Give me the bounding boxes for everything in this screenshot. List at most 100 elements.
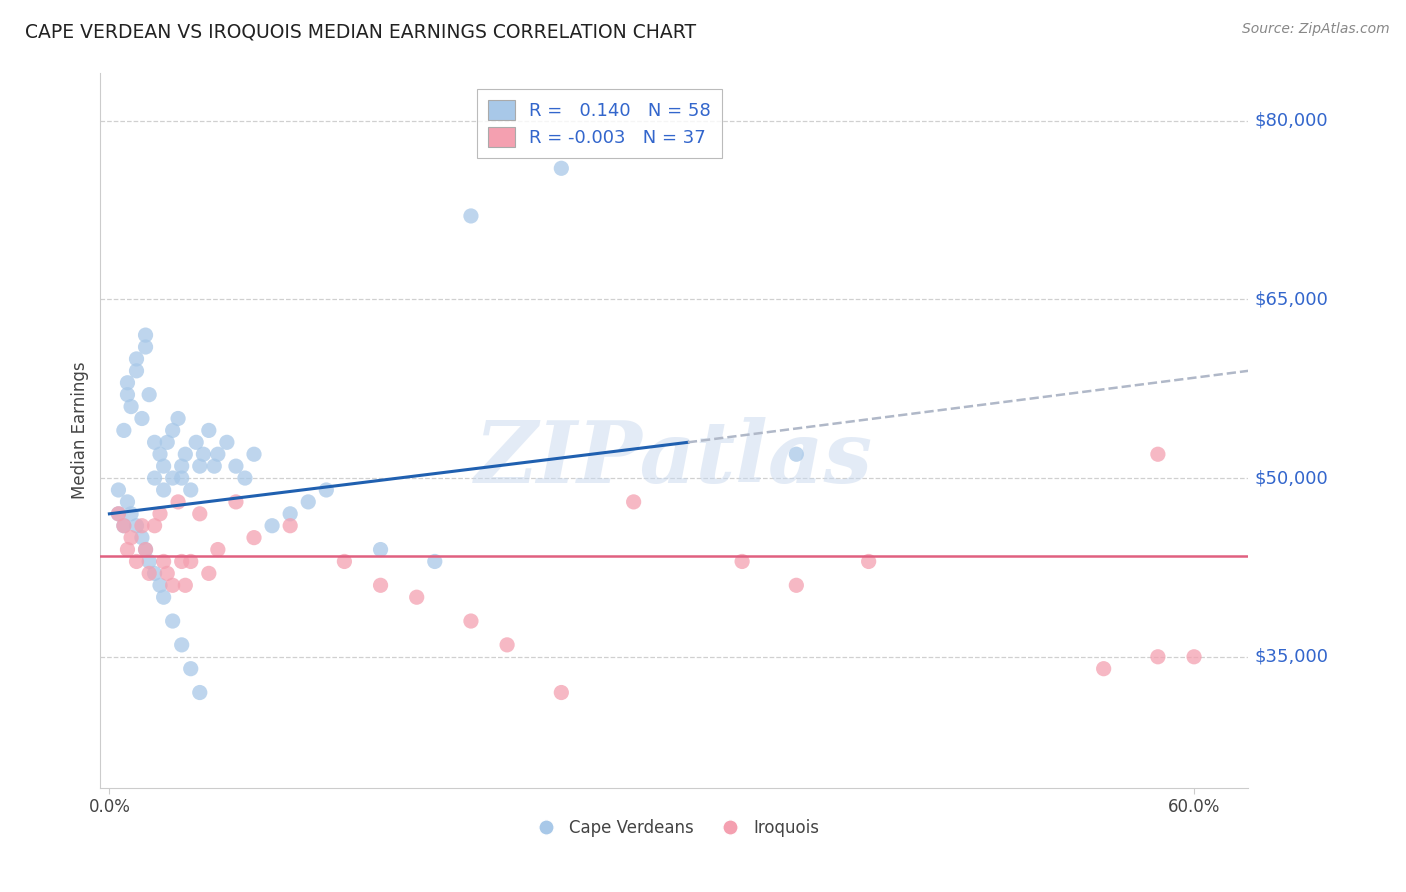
- Point: [117, 542, 139, 557]
- Point: [550, 161, 572, 176]
- Point: [188, 507, 211, 521]
- Point: [152, 591, 174, 605]
- Point: [107, 483, 129, 497]
- Point: [785, 447, 807, 461]
- Point: [143, 471, 166, 485]
- Point: [278, 507, 301, 521]
- Point: [858, 554, 880, 568]
- Point: [174, 578, 197, 592]
- Point: [152, 483, 174, 497]
- Point: [225, 459, 247, 474]
- Text: $50,000: $50,000: [1254, 469, 1327, 487]
- Point: [107, 507, 129, 521]
- Point: [149, 507, 172, 521]
- Point: [174, 447, 197, 461]
- Point: [262, 518, 284, 533]
- Point: [731, 554, 754, 568]
- Point: [1147, 447, 1170, 461]
- Point: [162, 424, 184, 438]
- Text: $65,000: $65,000: [1254, 291, 1327, 309]
- Point: [120, 531, 142, 545]
- Point: [135, 542, 157, 557]
- Point: [125, 554, 148, 568]
- Point: [180, 554, 202, 568]
- Point: [243, 531, 266, 545]
- Point: [215, 435, 238, 450]
- Text: Source: ZipAtlas.com: Source: ZipAtlas.com: [1241, 22, 1389, 37]
- Point: [186, 435, 208, 450]
- Point: [117, 495, 139, 509]
- Point: [149, 447, 172, 461]
- Point: [1147, 649, 1170, 664]
- Point: [135, 542, 157, 557]
- Point: [188, 459, 211, 474]
- Point: [623, 495, 645, 509]
- Point: [152, 554, 174, 568]
- Point: [112, 518, 135, 533]
- Point: [188, 685, 211, 699]
- Point: [1092, 662, 1115, 676]
- Point: [233, 471, 256, 485]
- Point: [460, 209, 482, 223]
- Point: [370, 578, 392, 592]
- Text: $80,000: $80,000: [1254, 112, 1327, 129]
- Point: [405, 591, 427, 605]
- Point: [131, 411, 153, 425]
- Point: [423, 554, 446, 568]
- Point: [125, 351, 148, 366]
- Point: [180, 662, 202, 676]
- Point: [170, 471, 193, 485]
- Point: [143, 435, 166, 450]
- Point: [243, 447, 266, 461]
- Point: [112, 518, 135, 533]
- Point: [162, 614, 184, 628]
- Point: [225, 495, 247, 509]
- Point: [125, 364, 148, 378]
- Point: [107, 507, 129, 521]
- Point: [120, 400, 142, 414]
- Y-axis label: Median Earnings: Median Earnings: [72, 361, 89, 500]
- Point: [550, 685, 572, 699]
- Point: [370, 542, 392, 557]
- Point: [120, 507, 142, 521]
- Point: [207, 542, 229, 557]
- Point: [162, 471, 184, 485]
- Point: [333, 554, 356, 568]
- Point: [167, 411, 190, 425]
- Point: [131, 531, 153, 545]
- Point: [117, 387, 139, 401]
- Point: [207, 447, 229, 461]
- Text: ZIPatlas: ZIPatlas: [475, 417, 873, 500]
- Point: [1182, 649, 1205, 664]
- Text: $35,000: $35,000: [1254, 648, 1329, 665]
- Point: [135, 328, 157, 343]
- Point: [170, 554, 193, 568]
- Point: [785, 578, 807, 592]
- Point: [193, 447, 215, 461]
- Point: [198, 424, 221, 438]
- Point: [170, 638, 193, 652]
- Point: [315, 483, 337, 497]
- Point: [143, 566, 166, 581]
- Text: CAPE VERDEAN VS IROQUOIS MEDIAN EARNINGS CORRELATION CHART: CAPE VERDEAN VS IROQUOIS MEDIAN EARNINGS…: [25, 22, 696, 41]
- Point: [460, 614, 482, 628]
- Point: [202, 459, 225, 474]
- Point: [180, 483, 202, 497]
- Point: [496, 638, 519, 652]
- Point: [167, 495, 190, 509]
- Point: [198, 566, 221, 581]
- Point: [117, 376, 139, 390]
- Point: [112, 424, 135, 438]
- Point: [138, 554, 160, 568]
- Point: [170, 459, 193, 474]
- Point: [135, 340, 157, 354]
- Point: [156, 435, 179, 450]
- Point: [278, 518, 301, 533]
- Point: [149, 578, 172, 592]
- Point: [297, 495, 319, 509]
- Point: [138, 566, 160, 581]
- Point: [143, 518, 166, 533]
- Point: [152, 459, 174, 474]
- Point: [162, 578, 184, 592]
- Point: [131, 518, 153, 533]
